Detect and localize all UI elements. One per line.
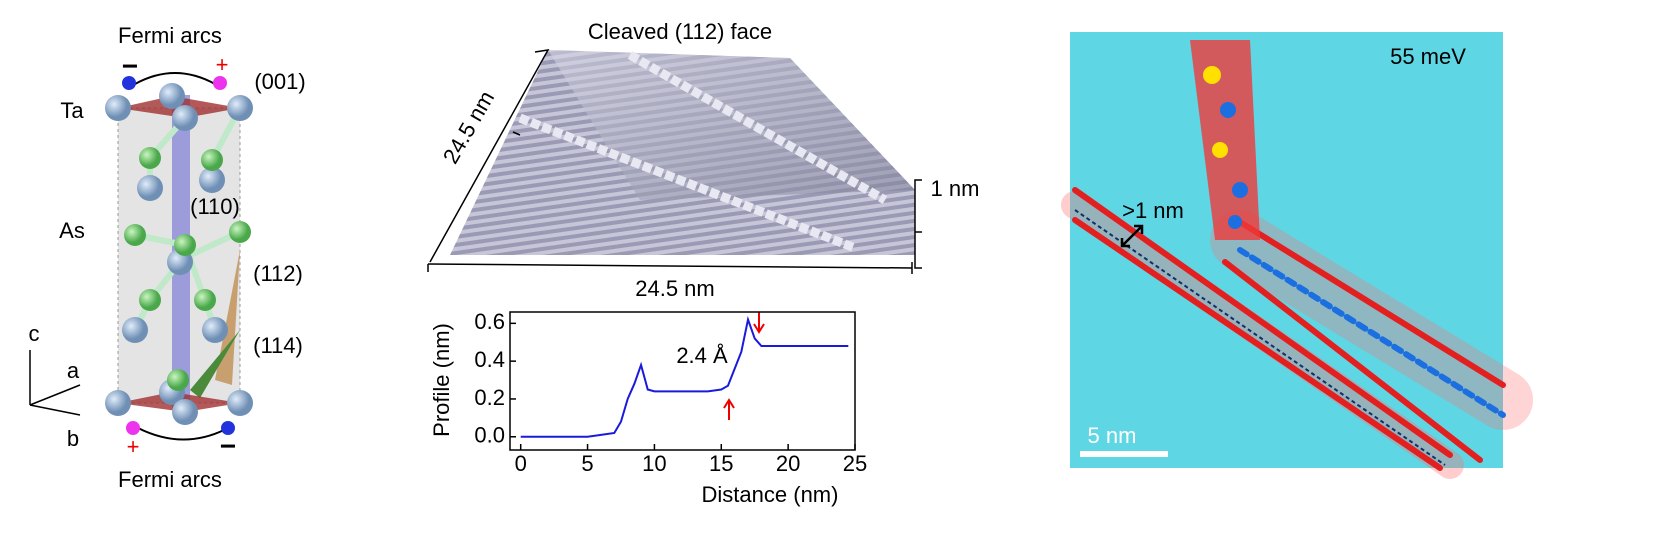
axis-label: c [29, 321, 40, 346]
axis-label: 1 nm [931, 176, 980, 201]
arrow [723, 398, 735, 420]
profile-chart: Distance (nm) Profile (nm) 2.4 Å 0 5 10 15 2… [429, 309, 867, 507]
x-tick-label: 0 [515, 451, 527, 476]
label: Fermi arcs [118, 467, 222, 492]
arc [137, 427, 225, 441]
dot [221, 421, 235, 435]
x-tick-label: 20 [776, 451, 800, 476]
y-tick-label: 0.4 [474, 347, 505, 372]
sign: − [220, 430, 236, 461]
x-tick-label: 25 [843, 451, 867, 476]
plot-frame [509, 311, 856, 451]
label: >1 nm [1122, 198, 1184, 223]
label: (001) [254, 69, 305, 94]
label: Fermi arcs [118, 23, 222, 48]
annotation: 2.4 Å [676, 343, 728, 368]
label: 5 nm [1088, 423, 1137, 448]
y-axis-title: Profile (nm) [429, 323, 454, 437]
axis-label: a [67, 358, 80, 383]
label: Ta [60, 98, 84, 123]
arc [134, 72, 216, 85]
sign: + [127, 434, 140, 459]
guide [1074, 209, 1446, 466]
label: (110) [190, 194, 240, 219]
dot [126, 421, 140, 435]
dot [213, 76, 227, 90]
x-tick-label: 10 [642, 451, 666, 476]
line [520, 315, 849, 438]
y-tick-label: 0.6 [474, 309, 505, 334]
title: Cleaved (112) face [588, 19, 772, 44]
dot [122, 76, 136, 90]
x-tick-label: 5 [581, 451, 593, 476]
x-tick-label: 15 [709, 451, 733, 476]
axis-label: b [67, 426, 79, 451]
y-tick-label: 0.0 [474, 423, 505, 448]
label: (114) [253, 333, 303, 358]
label: As [59, 218, 85, 243]
stm-topography: Cleaved (112) face 24.5 nm 24.5 nm 1 nm [427, 19, 980, 301]
sign: − [122, 50, 138, 81]
arrow [1120, 224, 1144, 248]
crystal-structure: Fermi arcs − + (001) Ta (110) As (112) (… [29, 23, 306, 492]
plane [190, 330, 240, 398]
sign: + [216, 52, 229, 77]
didv-map: 55 meV >1 nm 5 nm [1061, 32, 1533, 479]
x-axis-title: Distance (nm) [702, 482, 839, 507]
plane [215, 250, 240, 385]
step [627, 51, 888, 204]
axis-label: 24.5 nm [635, 276, 715, 301]
label: (112) [253, 261, 303, 286]
y-tick-label: 0.2 [474, 385, 505, 410]
scale-bar [1080, 451, 1168, 457]
label: 55 meV [1390, 44, 1466, 69]
arrow [753, 312, 765, 334]
